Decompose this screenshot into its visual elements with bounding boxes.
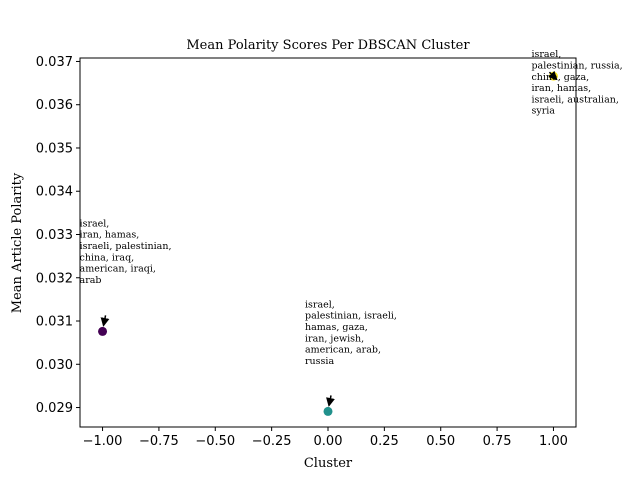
- y-tick-label: 0.031: [36, 315, 73, 330]
- data-point: [323, 406, 333, 416]
- point-annotation-line: arab: [80, 275, 102, 286]
- point-annotation-line: china, iraq,: [80, 252, 135, 263]
- y-tick-label: 0.032: [36, 271, 73, 286]
- point-annotation-line: israel,: [80, 218, 110, 229]
- point-annotation-line: israeli, australian,: [531, 94, 618, 105]
- point-annotation-line: iran, hamas,: [531, 83, 591, 94]
- chart-title: Mean Polarity Scores Per DBSCAN Cluster: [186, 38, 470, 53]
- y-tick-label: 0.030: [36, 358, 73, 373]
- point-annotation-line: israeli, palestinian,: [80, 241, 172, 252]
- x-tick-label: 0.25: [370, 434, 399, 449]
- point-annotation-line: israel,: [531, 49, 561, 60]
- x-tick-label: 1.00: [539, 434, 568, 449]
- y-axis-label: Mean Article Polarity: [10, 172, 25, 313]
- x-tick-label: −0.25: [252, 434, 292, 449]
- x-tick-label: 0.75: [483, 434, 512, 449]
- x-tick-label: −0.50: [195, 434, 235, 449]
- data-point: [98, 326, 108, 336]
- point-annotation-line: syria: [531, 106, 555, 117]
- y-tick-label: 0.036: [36, 98, 73, 113]
- point-annotation-line: hamas, gaza,: [305, 322, 368, 333]
- point-annotation-line: iran, jewish,: [305, 333, 364, 344]
- point-annotation-line: iran, hamas,: [80, 230, 140, 241]
- y-tick-label: 0.035: [36, 141, 73, 156]
- x-tick-label: −1.00: [83, 434, 123, 449]
- point-annotation-line: american, iraqi,: [80, 264, 156, 275]
- y-tick-label: 0.029: [36, 401, 73, 416]
- annotation-arrow: [547, 70, 558, 81]
- x-tick-label: 0.50: [426, 434, 455, 449]
- point-annotation-line: palestinian, israeli,: [305, 311, 397, 322]
- point-annotation-line: china, gaza,: [531, 72, 589, 83]
- x-tick-label: 0.00: [314, 434, 343, 449]
- annotation-arrow: [326, 395, 335, 407]
- plot-area: −1.00 −0.75 −0.50 −0.25 0.00 0.25 0.50 0.75 1.00…: [36, 49, 623, 449]
- annotation-arrow: [100, 315, 110, 327]
- point-annotation-line: israel,: [305, 299, 335, 310]
- point-annotation-line: palestinian, russia,: [531, 60, 622, 71]
- y-tick-label: 0.034: [36, 185, 73, 200]
- point-annotation-line: american, arab,: [305, 345, 381, 356]
- point-annotation-line: russia: [305, 356, 334, 367]
- y-tick-label: 0.033: [36, 228, 73, 243]
- y-tick-label: 0.037: [36, 55, 73, 70]
- x-tick-label: −0.75: [139, 434, 179, 449]
- x-axis-label: Cluster: [304, 456, 353, 471]
